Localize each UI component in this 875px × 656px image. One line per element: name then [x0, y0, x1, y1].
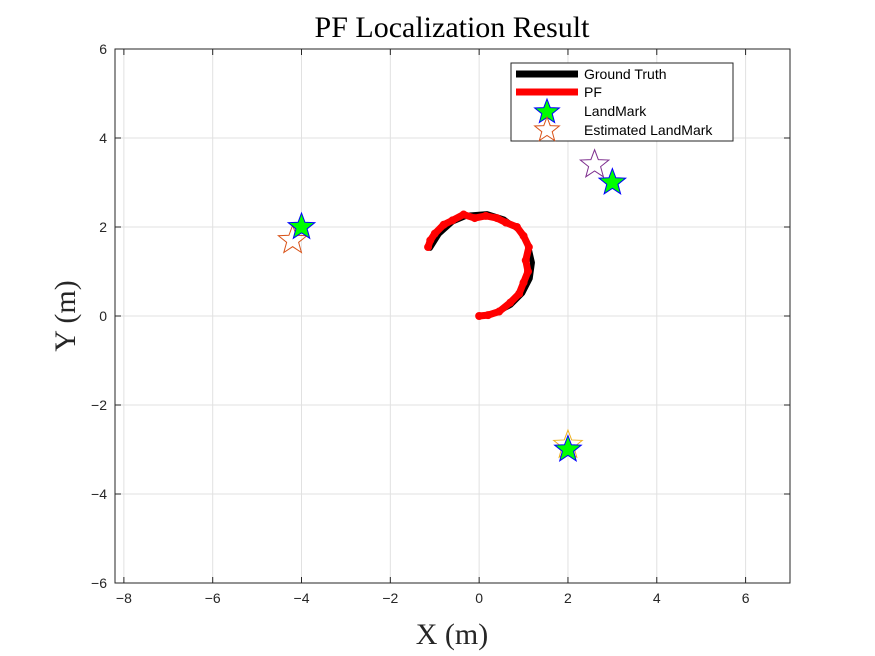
pf-point: [424, 243, 433, 252]
y-tick-label: −6: [91, 575, 107, 591]
pf-point: [515, 289, 524, 298]
legend-estimated-landmark-label: Estimated LandMark: [584, 122, 713, 138]
pf-point: [519, 231, 528, 240]
legend-pf-label: PF: [584, 84, 602, 100]
x-tick-label: −6: [205, 590, 221, 606]
y-tick-label: 4: [99, 130, 107, 146]
pf-point: [459, 210, 468, 219]
pf-point: [475, 312, 484, 320]
x-tick-label: 2: [564, 590, 572, 606]
legend: Ground Truth PF LandMark Estimated LandM…: [510, 62, 734, 142]
pf-point: [519, 278, 528, 287]
chart-title: PF Localization Result: [315, 11, 591, 44]
legend-ground-truth-label: Ground Truth: [584, 66, 667, 82]
y-tick-label: 2: [99, 219, 107, 235]
y-tick-label: −2: [91, 397, 107, 413]
legend-landmark-label: LandMark: [584, 103, 647, 119]
landmark-star: [553, 434, 583, 462]
landmark-star: [597, 167, 628, 195]
y-tick-label: 0: [99, 308, 107, 324]
pf-point: [439, 220, 448, 229]
x-tick-label: 6: [742, 590, 750, 606]
y-tick-label: −4: [91, 486, 107, 502]
pf-point: [492, 214, 501, 223]
legend-estimated-star: [533, 115, 561, 142]
x-tick-label: 0: [475, 590, 483, 606]
pf-point: [481, 211, 490, 220]
estimated-landmark-star: [578, 148, 611, 178]
x-tick-label: −2: [382, 590, 398, 606]
pf-point: [506, 298, 515, 307]
pf-point: [484, 311, 493, 320]
x-tick-label: −4: [294, 590, 310, 606]
pf-point: [470, 214, 479, 223]
x-axis-label: X (m): [416, 618, 488, 651]
x-tick-label: 4: [653, 590, 661, 606]
pf-point: [448, 216, 457, 225]
y-tick-label: 6: [99, 41, 107, 57]
data-layer: [277, 148, 628, 462]
pf-point: [430, 229, 439, 238]
pf-point: [495, 307, 504, 316]
pf-point: [523, 267, 532, 276]
pf-point: [512, 223, 521, 231]
pf-point: [524, 243, 533, 252]
landmark-star: [286, 211, 317, 240]
pf-point: [501, 218, 510, 227]
pf-point: [426, 236, 435, 245]
pf-point: [521, 256, 530, 265]
legend-estimated-landmark-star-icon: [533, 115, 561, 142]
ticks: −8 −6 −4 −2 0 2 4 6 −6 −4 −2 0 2 4 6: [91, 41, 790, 606]
y-axis-label: Y (m): [49, 280, 82, 351]
x-tick-label: −8: [116, 590, 132, 606]
